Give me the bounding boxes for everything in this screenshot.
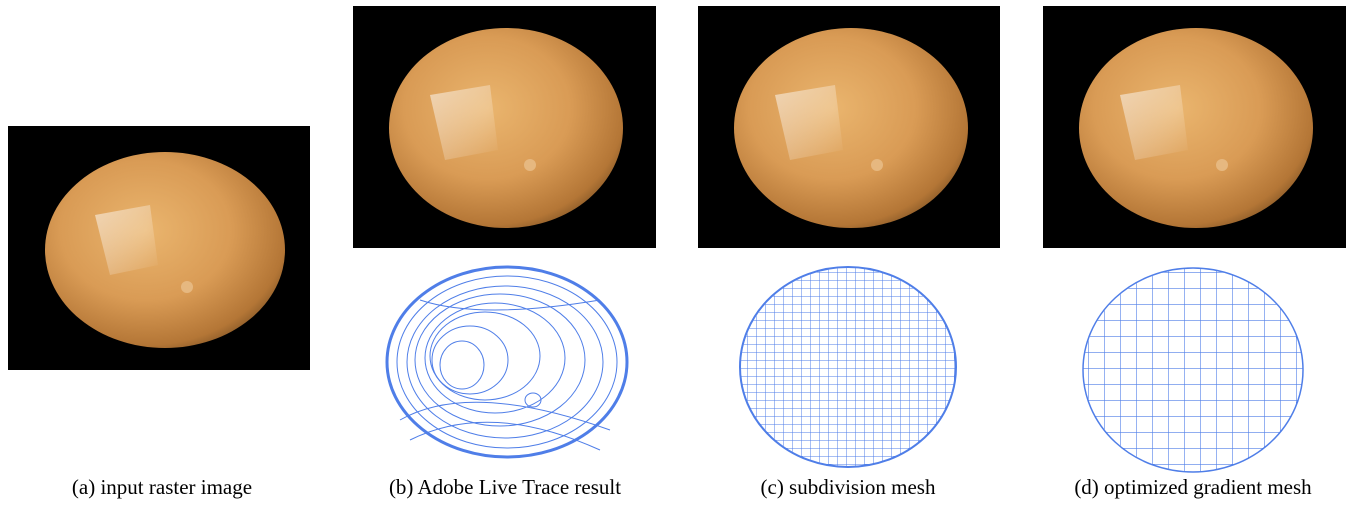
caption: (b) Adobe Live Trace result: [389, 475, 621, 499]
caption: (a) input raster image: [72, 475, 252, 499]
trace-panel: [353, 6, 656, 457]
caption: (c) subdivision mesh: [761, 475, 936, 499]
raster-panel: [8, 126, 310, 370]
caption: (d) optimized gradient mesh: [1074, 475, 1312, 499]
figure: (a) input raster image (b) Adobe Live Tr…: [0, 0, 1350, 512]
gradient-mesh-panel: [1043, 6, 1346, 476]
subdivision-panel: [698, 6, 1000, 470]
